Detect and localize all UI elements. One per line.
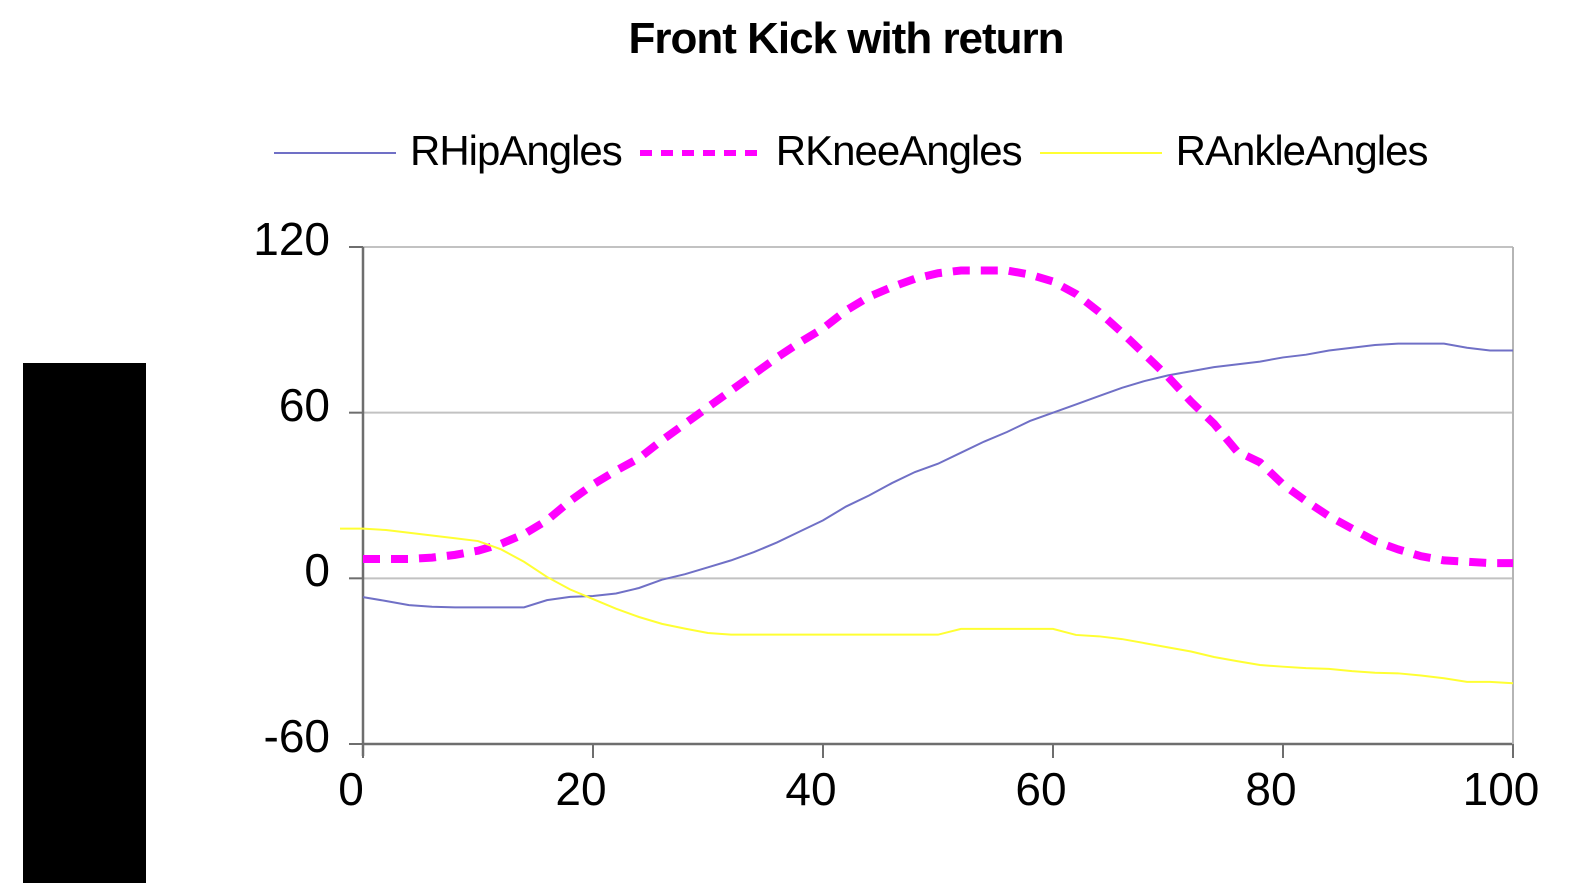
legend: RHipAngles RKneeAngles RAnkleAngles xyxy=(272,127,1443,175)
series-line-RHipAngles xyxy=(362,342,1513,609)
chart-title: Front Kick with return xyxy=(628,14,1064,63)
legend-item-RAnkleAngles: RAnkleAngles xyxy=(1038,127,1428,175)
y-tick-label-60: 60 xyxy=(278,378,330,431)
x-tick-label-80: 80 xyxy=(1245,763,1297,815)
y-tick-label--60: -60 xyxy=(263,710,330,762)
series-line-RKneeAngles xyxy=(363,266,1513,568)
legend-sample-line-RAnkleAngles xyxy=(1039,152,1162,154)
y-tick-label-120: 120 xyxy=(253,213,330,265)
x-tick-label-20: 20 xyxy=(555,763,607,815)
series-line-RAnkleAngles xyxy=(340,527,1514,685)
legend-label-RAnkleAngles: RAnkleAngles xyxy=(1175,127,1429,174)
redaction-block xyxy=(23,363,146,883)
x-tick-label-60: 60 xyxy=(1015,763,1067,815)
legend-item-RKneeAngles: RKneeAngles xyxy=(638,127,1023,175)
legend-item-RHipAngles: RHipAngles xyxy=(272,127,623,175)
y-tick-label-0: 0 xyxy=(304,544,330,597)
legend-label-RKneeAngles: RKneeAngles xyxy=(775,127,1023,174)
x-tick-label-0: 0 xyxy=(338,763,364,815)
x-tick-label-40: 40 xyxy=(785,763,837,815)
legend-label-RHipAngles: RHipAngles xyxy=(410,127,623,174)
legend-sample-line-RHipAngles xyxy=(274,152,396,154)
x-tick-label-100: 100 xyxy=(1462,763,1540,815)
